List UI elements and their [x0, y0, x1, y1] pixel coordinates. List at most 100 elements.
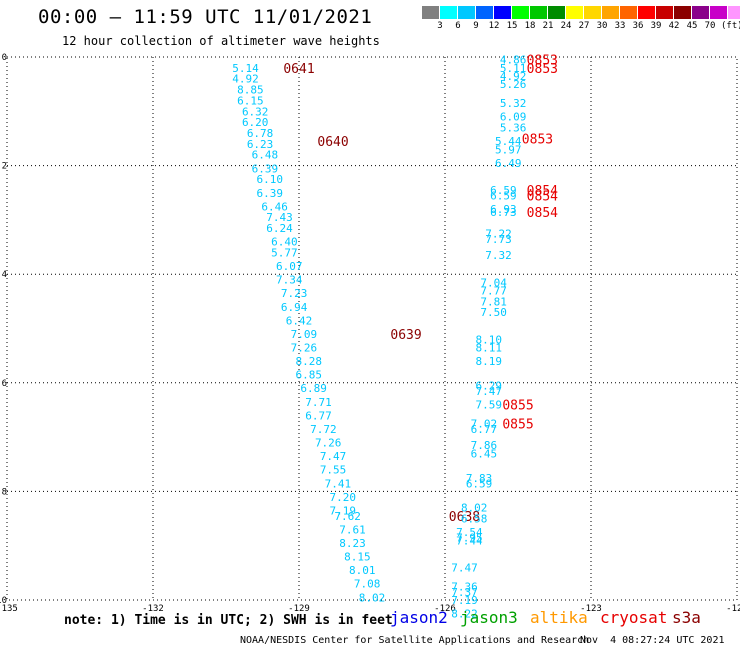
wave-height-value: 6.94 [281, 301, 308, 314]
x-tick-label: -129 [288, 604, 310, 614]
wave-height-value: 6.93 [490, 203, 517, 216]
pass-time-label: 0855 [502, 399, 533, 414]
wave-height-value: 7.20 [330, 491, 357, 504]
wave-height-value: 8.28 [295, 355, 322, 368]
wave-height-value: 8.11 [476, 342, 503, 355]
y-tick-label: -4 [0, 270, 7, 280]
color-scale-label: 42 [668, 21, 680, 31]
wave-height-value: 5.44 [495, 135, 522, 148]
wave-height-value: 5.97 [495, 143, 522, 156]
wave-height-value: 5.26 [500, 78, 527, 91]
wave-height-value: 8.22 [451, 608, 478, 621]
wave-height-value: 8.23 [339, 537, 366, 550]
units-note: note: 1) Time is in UTC; 2) SWH is in fe… [64, 613, 393, 628]
wave-height-value: 6.73 [490, 206, 517, 219]
pass-time-label: 0639 [390, 328, 421, 343]
wave-height-value: 7.83 [466, 472, 493, 485]
plot-frame [6, 56, 738, 601]
color-scale-label: 6 [455, 21, 461, 31]
color-swatch [458, 6, 476, 19]
wave-height-value: 7.77 [480, 284, 507, 297]
wave-height-value: 7.47 [476, 385, 503, 398]
pass-time-label: 0855 [502, 418, 533, 433]
wave-height-value: 8.19 [476, 355, 503, 368]
wave-height-value: 6.24 [266, 222, 293, 235]
y-tick-label: -2 [0, 162, 7, 172]
color-scale-label: 39 [650, 21, 662, 31]
wave-height-value: 5.11 [500, 62, 527, 75]
color-swatch [638, 6, 656, 19]
wave-height-value: 6.58 [461, 513, 488, 526]
wave-height-value: 6.59 [466, 477, 493, 490]
footer-timestamp: Nov 4 08:27:24 UTC 2021 [580, 635, 725, 646]
color-swatch [692, 6, 710, 19]
color-swatch [566, 6, 584, 19]
wave-height-value: 7.95 [456, 532, 483, 545]
wave-height-value: 6.77 [305, 409, 332, 422]
color-scale-label: 24 [560, 21, 572, 31]
satellite-label-jason3: jason3 [460, 608, 518, 627]
wave-height-value: 7.26 [315, 437, 342, 450]
color-scale-label: (ft) [721, 21, 740, 31]
wave-height-value: 8.85 [237, 84, 264, 97]
wave-height-value: 7.36 [451, 580, 478, 593]
x-tick-label: -120 [726, 604, 740, 614]
wave-height-value: 7.59 [476, 399, 503, 412]
color-swatch [728, 6, 740, 19]
wave-height-value: 8.15 [344, 551, 371, 564]
wave-height-value: 6.59 [490, 189, 517, 202]
color-swatch [548, 6, 566, 19]
wave-height-value: 6.45 [471, 447, 498, 460]
wave-height-value: 7.62 [334, 510, 361, 523]
wave-height-value: 7.54 [456, 526, 483, 539]
wave-height-value: 7.37 [451, 586, 478, 599]
wave-height-value: 6.29 [476, 380, 503, 393]
pass-time-label: 0854 [527, 184, 558, 199]
wave-height-value: 7.32 [485, 249, 512, 262]
wave-height-value: 7.19 [330, 504, 357, 517]
color-swatch [710, 6, 728, 19]
wave-height-value: 6.23 [247, 138, 274, 151]
pass-time-label: 0640 [317, 135, 348, 150]
x-tick-label: -132 [142, 604, 164, 614]
satellite-label-jason2: jason2 [390, 608, 448, 627]
wave-height-value: 7.72 [310, 423, 337, 436]
color-swatch [602, 6, 620, 19]
color-scale-label: 36 [632, 21, 644, 31]
y-tick-label: -10 [0, 596, 7, 606]
satellite-label-s3a: s3a [672, 608, 701, 627]
wave-height-value: 6.07 [276, 260, 303, 273]
pass-time-label: 0638 [449, 510, 480, 525]
wave-height-value: 7.02 [471, 418, 498, 431]
y-tick-label: 0 [2, 53, 7, 63]
wave-height-value: 6.78 [247, 127, 274, 140]
wave-height-value: 5.14 [232, 62, 259, 75]
pass-time-label: 0853 [527, 54, 558, 69]
wave-height-value: 6.09 [500, 111, 527, 124]
color-swatch [584, 6, 602, 19]
wave-height-value: 8.02 [461, 502, 488, 515]
wave-height-value: 5.77 [271, 246, 298, 259]
wave-height-value: 6.39 [257, 187, 284, 200]
pass-time-label: 0854 [527, 206, 558, 221]
wave-height-value: 7.22 [485, 227, 512, 240]
wave-height-value: 6.89 [300, 382, 327, 395]
color-scale-label: 3 [437, 21, 443, 31]
wave-height-value: 6.20 [242, 116, 269, 129]
color-scale-label: 15 [506, 21, 518, 31]
color-scale-label: 30 [596, 21, 608, 31]
wave-height-value: 7.26 [291, 342, 318, 355]
wave-height-value: 7.41 [325, 477, 352, 490]
wave-height-value: 7.23 [281, 287, 308, 300]
wave-height-value: 7.08 [354, 578, 381, 591]
wave-height-value: 7.81 [480, 295, 507, 308]
color-scale-label: 9 [473, 21, 479, 31]
pass-time-label: 0854 [527, 189, 558, 204]
wave-height-value: 6.46 [261, 200, 288, 213]
color-scale-label: 21 [542, 21, 554, 31]
y-tick-label: -8 [0, 487, 7, 497]
color-scale-label: 33 [614, 21, 626, 31]
wave-height-value: 7.47 [451, 561, 478, 574]
